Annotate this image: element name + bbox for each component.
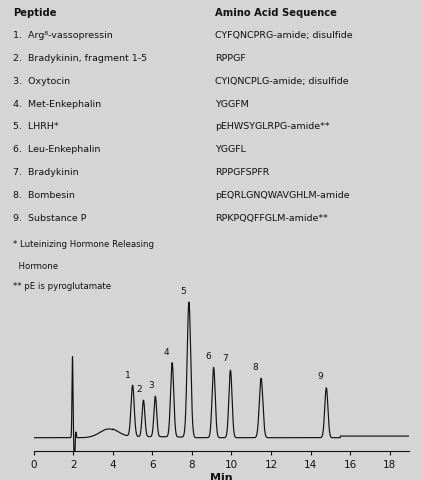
Text: 9.  Substance P: 9. Substance P: [13, 214, 86, 223]
Text: 3.  Oxytocin: 3. Oxytocin: [13, 77, 70, 86]
Text: pEQRLGNQWAVGHLM-amide: pEQRLGNQWAVGHLM-amide: [215, 191, 350, 200]
X-axis label: Min: Min: [210, 473, 233, 480]
Text: YGGFL: YGGFL: [215, 145, 246, 155]
Text: 5: 5: [181, 287, 186, 296]
Text: 4.  Met-Enkephalin: 4. Met-Enkephalin: [13, 100, 101, 108]
Text: ** pE is pyroglutamate: ** pE is pyroglutamate: [13, 282, 111, 291]
Text: 2.  Bradykinin, fragment 1-5: 2. Bradykinin, fragment 1-5: [13, 54, 147, 63]
Text: 2: 2: [136, 385, 142, 395]
Text: 9: 9: [317, 372, 323, 381]
Text: Peptide: Peptide: [13, 8, 56, 18]
Text: RPKPQQFFGLM-amide**: RPKPQQFFGLM-amide**: [215, 214, 328, 223]
Text: 6: 6: [205, 352, 211, 361]
Text: RPPGFSPFR: RPPGFSPFR: [215, 168, 270, 177]
Text: 7: 7: [222, 354, 228, 363]
Text: 7.  Bradykinin: 7. Bradykinin: [13, 168, 78, 177]
Text: 8.  Bombesin: 8. Bombesin: [13, 191, 75, 200]
Text: YGGFM: YGGFM: [215, 100, 249, 108]
Text: CYIQNCPLG-amide; disulfide: CYIQNCPLG-amide; disulfide: [215, 77, 349, 86]
Text: RPPGF: RPPGF: [215, 54, 246, 63]
Text: 3: 3: [148, 382, 154, 390]
Text: pEHWSYGLRPG-amide**: pEHWSYGLRPG-amide**: [215, 122, 330, 132]
Text: 6.  Leu-Enkephalin: 6. Leu-Enkephalin: [13, 145, 100, 155]
Text: 1: 1: [125, 371, 130, 380]
Text: 8: 8: [252, 362, 258, 372]
Text: 4: 4: [164, 348, 169, 357]
Text: Amino Acid Sequence: Amino Acid Sequence: [215, 8, 337, 18]
Text: * Luteinizing Hormone Releasing: * Luteinizing Hormone Releasing: [13, 240, 154, 249]
Text: CYFQNCPRG-amide; disulfide: CYFQNCPRG-amide; disulfide: [215, 31, 353, 40]
Text: 5.  LHRH*: 5. LHRH*: [13, 122, 58, 132]
Text: Hormone: Hormone: [13, 262, 58, 271]
Text: 1.  Arg⁸-vassopressin: 1. Arg⁸-vassopressin: [13, 31, 112, 40]
